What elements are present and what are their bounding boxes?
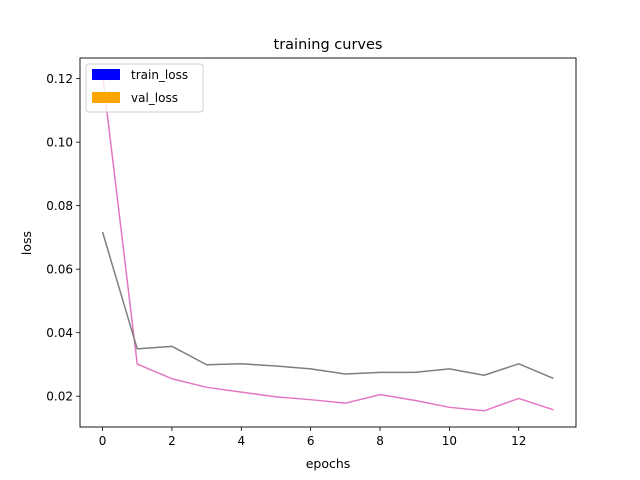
x-axis-label: epochs [306,456,351,471]
x-tick-label: 10 [442,434,457,448]
series-line-1 [101,74,554,412]
chart-title: training curves [274,37,383,53]
x-tick-label: 4 [237,434,245,448]
y-tick-label: 0.02 [46,390,73,404]
series-line-2 [101,231,554,380]
legend-label-train: train_loss [131,68,188,82]
y-tick-label: 0.12 [46,72,73,86]
y-tick-label: 0.04 [46,326,73,340]
x-tick-label: 6 [307,434,315,448]
y-tick-label: 0.06 [46,263,73,277]
plot-series [101,74,554,412]
x-axis-ticks: 0 2 4 6 8 10 12 [99,427,526,448]
x-tick-label: 12 [511,434,526,448]
legend-swatch-val [92,92,120,103]
legend-label-val: val_loss [131,91,178,105]
plot-frame [79,57,577,428]
y-axis-label: loss [19,231,34,255]
y-tick-label: 0.10 [46,136,73,150]
x-tick-label: 0 [99,434,107,448]
legend: train_loss val_loss [85,63,204,113]
y-axis-ticks: 0.02 0.04 0.06 0.08 0.10 0.12 [46,72,80,404]
y-tick-label: 0.08 [46,199,73,213]
x-tick-label: 2 [168,434,176,448]
legend-swatch-train [92,69,120,80]
x-tick-label: 8 [376,434,384,448]
